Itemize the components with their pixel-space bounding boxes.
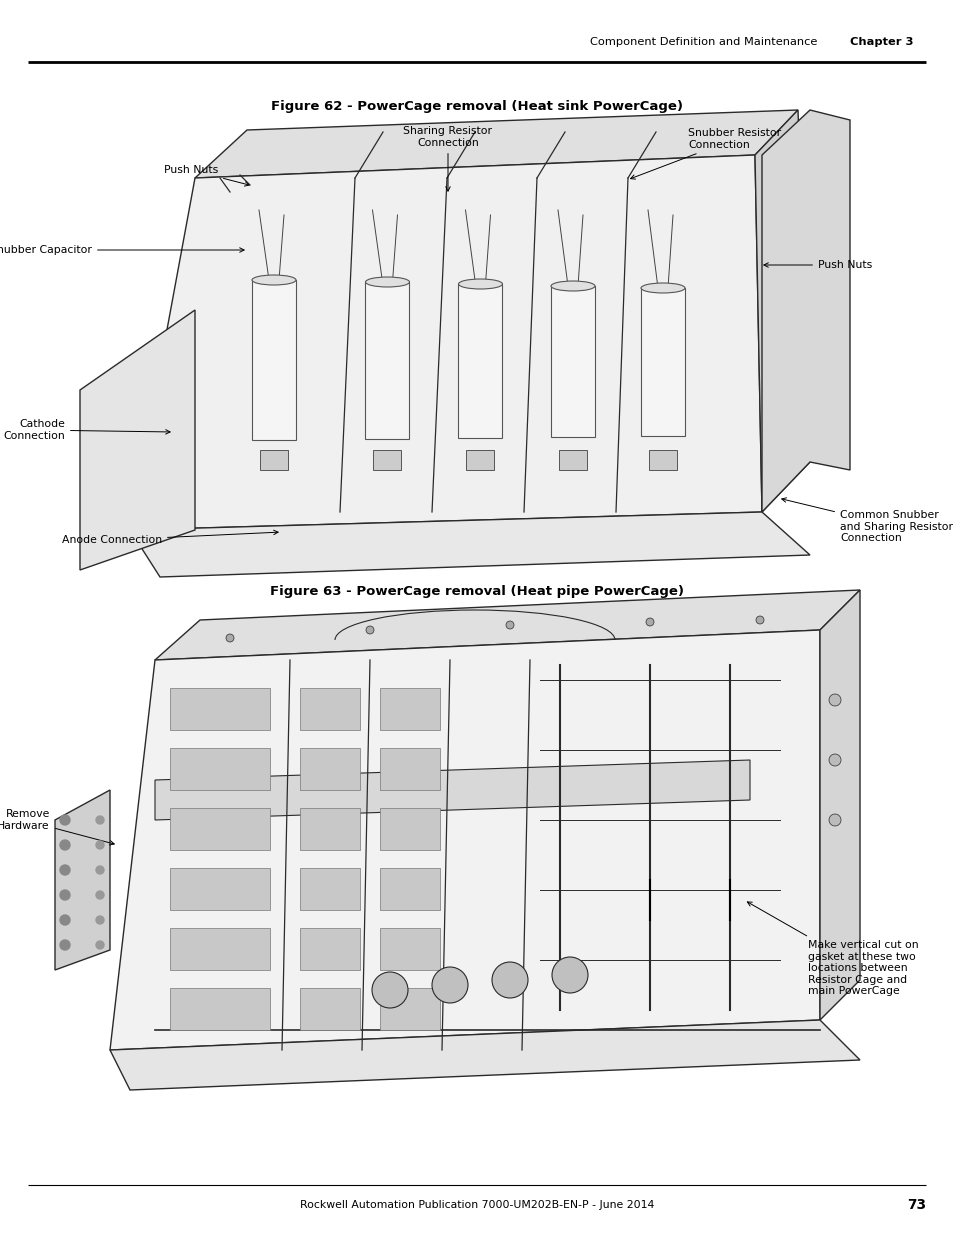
- Ellipse shape: [252, 275, 295, 285]
- FancyBboxPatch shape: [170, 688, 270, 730]
- Polygon shape: [754, 110, 809, 513]
- Polygon shape: [154, 590, 859, 659]
- Circle shape: [96, 841, 104, 848]
- Ellipse shape: [365, 277, 409, 287]
- Circle shape: [96, 890, 104, 899]
- Polygon shape: [458, 284, 502, 438]
- Circle shape: [366, 626, 374, 634]
- Circle shape: [96, 816, 104, 824]
- FancyBboxPatch shape: [260, 450, 288, 471]
- FancyBboxPatch shape: [299, 868, 359, 910]
- Polygon shape: [110, 630, 820, 1050]
- FancyBboxPatch shape: [374, 450, 401, 471]
- Polygon shape: [551, 287, 595, 437]
- Circle shape: [60, 815, 70, 825]
- Text: 73: 73: [906, 1198, 925, 1212]
- Polygon shape: [80, 310, 194, 571]
- Text: Component Definition and Maintenance: Component Definition and Maintenance: [589, 37, 817, 47]
- Polygon shape: [110, 1020, 859, 1091]
- Circle shape: [432, 967, 468, 1003]
- Circle shape: [96, 866, 104, 874]
- Circle shape: [96, 916, 104, 924]
- FancyBboxPatch shape: [379, 748, 439, 790]
- Polygon shape: [365, 282, 409, 438]
- Circle shape: [60, 840, 70, 850]
- FancyBboxPatch shape: [299, 748, 359, 790]
- FancyBboxPatch shape: [170, 808, 270, 850]
- FancyBboxPatch shape: [379, 688, 439, 730]
- Circle shape: [60, 940, 70, 950]
- Text: Anode Connection: Anode Connection: [62, 530, 278, 545]
- Polygon shape: [640, 288, 684, 436]
- Text: Figure 62 - PowerCage removal (Heat sink PowerCage): Figure 62 - PowerCage removal (Heat sink…: [271, 100, 682, 112]
- Ellipse shape: [551, 282, 595, 291]
- FancyBboxPatch shape: [299, 988, 359, 1030]
- Text: Snubber Resistor
Connection: Snubber Resistor Connection: [630, 128, 781, 179]
- Text: Remove
Hardware: Remove Hardware: [0, 809, 114, 845]
- Circle shape: [828, 694, 841, 706]
- FancyBboxPatch shape: [170, 927, 270, 969]
- FancyBboxPatch shape: [648, 450, 677, 471]
- FancyBboxPatch shape: [558, 450, 586, 471]
- Ellipse shape: [640, 283, 684, 293]
- FancyBboxPatch shape: [170, 868, 270, 910]
- FancyBboxPatch shape: [379, 808, 439, 850]
- Circle shape: [96, 941, 104, 948]
- Circle shape: [492, 962, 527, 998]
- Text: Push Nuts: Push Nuts: [763, 261, 871, 270]
- Polygon shape: [194, 110, 797, 178]
- FancyBboxPatch shape: [466, 450, 494, 471]
- Text: Sharing Resistor
Connection: Sharing Resistor Connection: [403, 126, 492, 191]
- Circle shape: [60, 864, 70, 876]
- Polygon shape: [130, 513, 809, 577]
- FancyBboxPatch shape: [299, 927, 359, 969]
- Circle shape: [60, 915, 70, 925]
- FancyBboxPatch shape: [379, 868, 439, 910]
- Text: Rockwell Automation Publication 7000-UM202B-EN-P - June 2014: Rockwell Automation Publication 7000-UM2…: [299, 1200, 654, 1210]
- Polygon shape: [252, 280, 295, 440]
- FancyBboxPatch shape: [379, 927, 439, 969]
- Text: Snubber Capacitor: Snubber Capacitor: [0, 245, 244, 254]
- Circle shape: [60, 890, 70, 900]
- Circle shape: [828, 755, 841, 766]
- Circle shape: [755, 616, 763, 624]
- Polygon shape: [154, 760, 749, 820]
- Polygon shape: [761, 110, 849, 513]
- Text: Cathode
Connection: Cathode Connection: [3, 419, 170, 441]
- Circle shape: [552, 957, 587, 993]
- Circle shape: [505, 621, 514, 629]
- Text: Push Nuts: Push Nuts: [164, 165, 249, 186]
- FancyBboxPatch shape: [170, 748, 270, 790]
- Circle shape: [828, 814, 841, 826]
- Text: Make vertical cut on
gasket at these two
locations between
Resistor Cage and
mai: Make vertical cut on gasket at these two…: [746, 902, 918, 997]
- FancyBboxPatch shape: [170, 988, 270, 1030]
- FancyBboxPatch shape: [299, 688, 359, 730]
- Polygon shape: [130, 156, 761, 530]
- FancyBboxPatch shape: [379, 988, 439, 1030]
- Polygon shape: [820, 590, 859, 1020]
- Ellipse shape: [458, 279, 502, 289]
- Circle shape: [372, 972, 408, 1008]
- Text: Figure 63 - PowerCage removal (Heat pipe PowerCage): Figure 63 - PowerCage removal (Heat pipe…: [270, 585, 683, 598]
- Polygon shape: [55, 790, 110, 969]
- FancyBboxPatch shape: [299, 808, 359, 850]
- Circle shape: [645, 618, 654, 626]
- Circle shape: [226, 634, 233, 642]
- Text: Common Snubber
and Sharing Resistor
Connection: Common Snubber and Sharing Resistor Conn…: [781, 498, 952, 543]
- Text: Chapter 3: Chapter 3: [849, 37, 913, 47]
